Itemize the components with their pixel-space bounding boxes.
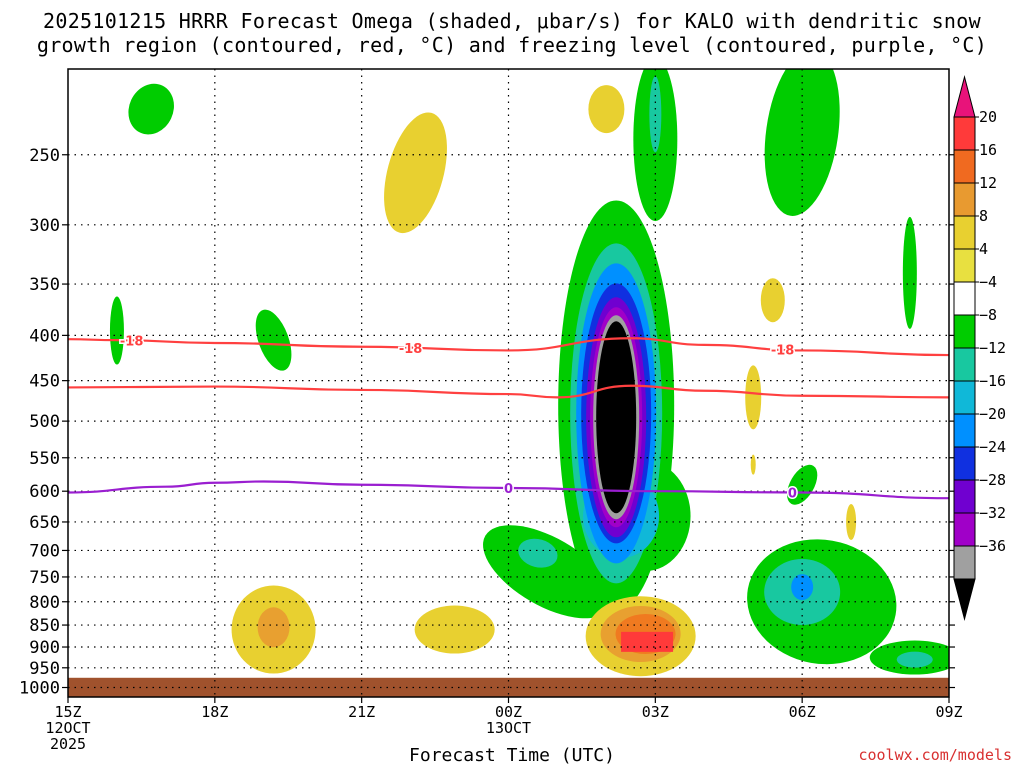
x-tick-label: 06Z bbox=[789, 703, 816, 721]
omega-yellow-blob bbox=[750, 454, 756, 475]
y-tick-label: 1000 bbox=[19, 679, 60, 699]
contour-label: -18 bbox=[399, 342, 423, 357]
omega-green-blob bbox=[764, 69, 840, 216]
y-tick-label: 500 bbox=[29, 412, 60, 432]
x-tick-label: 21Z bbox=[348, 703, 375, 721]
x-tick-label: 03Z bbox=[642, 703, 669, 721]
colorbar-swatch bbox=[953, 215, 976, 250]
omega-yellow-blob bbox=[760, 278, 785, 323]
y-tick-label: 750 bbox=[29, 568, 60, 588]
x-tick-label: 15Z bbox=[54, 703, 81, 721]
omega-green-blob bbox=[902, 216, 917, 329]
x-tick-year: 2025 bbox=[50, 735, 86, 753]
x-tick-date: 13OCT bbox=[486, 719, 531, 737]
omega-green-blob bbox=[483, 525, 613, 619]
colorbar-bottom-arrow bbox=[953, 578, 976, 621]
omega-green-blob bbox=[109, 296, 124, 365]
colorbar-swatch bbox=[953, 248, 976, 283]
chart-title-line1: 2025101215 HRRR Forecast Omega (shaded, … bbox=[43, 9, 981, 33]
colorbar-swatch bbox=[953, 413, 976, 448]
y-tick-label: 550 bbox=[29, 449, 60, 469]
colorbar-swatch bbox=[953, 479, 976, 514]
omega-green-blob bbox=[787, 464, 818, 505]
omega-cyan-blob bbox=[649, 76, 662, 153]
x-tick-date: 12OCT bbox=[45, 719, 90, 737]
contour-line bbox=[67, 480, 950, 500]
x-tick-label: 18Z bbox=[201, 703, 228, 721]
colorbar-label: −12 bbox=[979, 339, 1006, 357]
colorbar-label: 16 bbox=[979, 141, 997, 159]
colorbar-swatch bbox=[953, 446, 976, 481]
contour-label: 0 bbox=[504, 482, 513, 497]
x-tick-label: 09Z bbox=[935, 703, 962, 721]
omega-black-core bbox=[596, 321, 637, 514]
colorbar-top-arrow bbox=[953, 75, 976, 118]
omega-green-blob bbox=[255, 309, 292, 371]
source-credit: coolwx.com/models bbox=[858, 746, 1012, 764]
omega-yellow-blob bbox=[414, 605, 495, 654]
y-tick-label: 950 bbox=[29, 659, 60, 679]
y-tick-label: 400 bbox=[29, 326, 60, 346]
omega-cyan-blob bbox=[518, 538, 558, 568]
colorbar: 20 16 12 8 4 −4 −8 −12 −16 −20 −24 −28 −32 −36 bbox=[953, 75, 1006, 621]
contour-label: -18 bbox=[771, 343, 795, 358]
chart-title-line2: growth region (contoured, red, °C) and f… bbox=[36, 33, 988, 57]
colorbar-label: −20 bbox=[979, 405, 1006, 423]
colorbar-swatch bbox=[953, 512, 976, 547]
y-tick-label: 350 bbox=[29, 275, 60, 295]
colorbar-swatch bbox=[953, 149, 976, 184]
colorbar-swatch bbox=[953, 347, 976, 382]
y-tick-label: 450 bbox=[29, 372, 60, 392]
omega-red-max bbox=[621, 631, 674, 652]
omega-green-blob bbox=[128, 83, 174, 135]
y-tick-label: 800 bbox=[29, 593, 60, 613]
y-tick-label: 900 bbox=[29, 638, 60, 658]
x-axis-label: Forecast Time (UTC) bbox=[409, 745, 615, 766]
colorbar-label: −24 bbox=[979, 438, 1006, 456]
colorbar-swatch bbox=[953, 281, 976, 316]
colorbar-label: −4 bbox=[979, 273, 997, 291]
omega-yellow-blob bbox=[745, 365, 762, 430]
colorbar-label: 8 bbox=[979, 207, 988, 225]
colorbar-label: 20 bbox=[979, 108, 997, 126]
colorbar-swatch bbox=[953, 314, 976, 349]
y-tick-label: 300 bbox=[29, 216, 60, 236]
y-tick-label: 850 bbox=[29, 616, 60, 636]
omega-yellow-blob bbox=[846, 503, 857, 540]
omega-yellow-blob bbox=[384, 112, 447, 234]
colorbar-label: −32 bbox=[979, 504, 1006, 522]
omega-orange-blob bbox=[257, 607, 290, 648]
colorbar-swatch bbox=[953, 380, 976, 415]
omega-blue-blob bbox=[791, 574, 814, 601]
contour-label: -18 bbox=[120, 335, 144, 350]
omega-cyan-blob bbox=[896, 651, 933, 668]
y-tick-label: 250 bbox=[29, 146, 60, 166]
colorbar-label: 4 bbox=[979, 240, 988, 258]
gridlines bbox=[68, 69, 949, 697]
colorbar-swatch bbox=[953, 545, 976, 580]
colorbar-label: 12 bbox=[979, 174, 997, 192]
contour-line bbox=[67, 337, 950, 357]
colorbar-label: −28 bbox=[979, 471, 1006, 489]
colorbar-swatch bbox=[953, 182, 976, 217]
omega-yellow-blob bbox=[588, 85, 625, 134]
omega-shading bbox=[68, 69, 949, 697]
colorbar-swatch bbox=[953, 116, 976, 151]
contour-line bbox=[67, 384, 950, 399]
y-tick-label: 650 bbox=[29, 513, 60, 533]
colorbar-label: −36 bbox=[979, 537, 1006, 555]
contour-label: 0 bbox=[788, 486, 797, 501]
x-tick-label: 00Z bbox=[495, 703, 522, 721]
colorbar-label: −16 bbox=[979, 372, 1006, 390]
colorbar-label: −8 bbox=[979, 306, 997, 324]
y-tick-label: 700 bbox=[29, 541, 60, 561]
y-tick-label: 600 bbox=[29, 482, 60, 502]
